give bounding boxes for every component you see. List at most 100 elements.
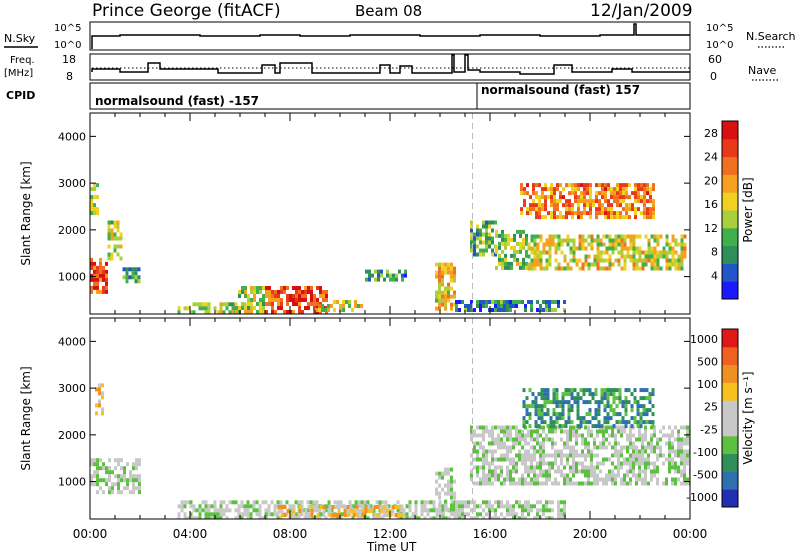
data-cell-power	[380, 269, 383, 274]
data-cell-velocity	[572, 465, 575, 470]
data-cell-power	[467, 304, 470, 308]
data-cell-power	[476, 300, 479, 304]
data-cell-velocity	[339, 516, 343, 519]
data-cell-velocity	[614, 465, 617, 470]
data-cell-velocity	[378, 500, 382, 505]
data-cell-power	[525, 237, 528, 242]
x-axis-label: Time UT	[366, 540, 417, 554]
data-cell-power	[533, 250, 537, 255]
data-cell-velocity	[491, 425, 494, 430]
data-cell-velocity	[555, 396, 559, 401]
data-cell-power	[479, 228, 482, 233]
data-cell-velocity	[668, 449, 671, 454]
data-cell-power	[574, 195, 577, 200]
y-tick-label-power: 2000	[58, 224, 86, 237]
data-cell-velocity	[93, 462, 96, 467]
data-cell-velocity	[566, 433, 569, 438]
data-cell-power	[444, 302, 447, 307]
data-cell-velocity	[570, 396, 574, 401]
data-cell-velocity	[240, 504, 244, 509]
data-cell-velocity	[602, 481, 605, 486]
data-cell-power	[259, 286, 262, 290]
data-cell-velocity	[280, 509, 284, 513]
data-cell-power	[545, 258, 549, 263]
data-cell-power	[637, 207, 640, 212]
data-cell-velocity	[534, 408, 538, 413]
data-cell-velocity	[576, 416, 580, 421]
data-cell-power	[491, 300, 494, 304]
data-cell-power	[623, 234, 627, 239]
data-cell-velocity	[98, 391, 101, 396]
data-cell-power	[556, 207, 559, 212]
data-cell-velocity	[279, 500, 283, 505]
data-cell-velocity	[524, 433, 527, 438]
data-cell-power	[595, 211, 598, 216]
data-cell-velocity	[596, 453, 599, 458]
data-cell-power	[602, 242, 606, 247]
data-cell-velocity	[289, 505, 293, 509]
data-cell-velocity	[512, 425, 515, 430]
data-cell-power	[671, 250, 675, 255]
data-cell-velocity	[479, 425, 482, 430]
data-cell-velocity	[343, 513, 347, 517]
data-cell-velocity	[648, 400, 652, 405]
data-cell-velocity	[494, 500, 497, 505]
data-cell-velocity	[608, 469, 611, 474]
data-cell-power	[596, 266, 600, 271]
data-cell-velocity	[438, 511, 441, 516]
data-cell-velocity	[638, 465, 641, 470]
data-cell-power	[569, 250, 573, 255]
data-cell-power	[671, 234, 675, 239]
data-cell-power	[204, 306, 208, 311]
data-cell-velocity	[533, 457, 536, 462]
data-cell-velocity	[473, 441, 476, 446]
data-cell-velocity	[249, 504, 253, 509]
data-cell-velocity	[458, 500, 461, 505]
data-cell-velocity	[617, 465, 620, 470]
data-cell-power	[601, 183, 604, 188]
data-cell-velocity	[612, 408, 616, 413]
data-cell-power	[438, 298, 441, 303]
data-cell-velocity	[537, 416, 541, 421]
data-cell-velocity	[334, 513, 338, 517]
data-cell-velocity	[624, 420, 628, 425]
data-cell-velocity	[534, 400, 538, 405]
data-cell-power	[107, 228, 111, 233]
data-cell-power	[659, 266, 663, 271]
data-cell-power	[649, 207, 652, 212]
data-cell-power	[201, 302, 205, 307]
data-cell-velocity	[618, 400, 622, 405]
data-cell-power	[610, 211, 613, 216]
data-cell-power	[116, 252, 120, 257]
data-cell-power	[90, 257, 93, 262]
data-cell-power	[634, 199, 637, 204]
data-cell-power	[557, 242, 561, 247]
data-cell-velocity	[624, 404, 628, 409]
data-cell-velocity	[455, 500, 458, 505]
data-cell-power	[310, 294, 313, 298]
data-cell-velocity	[414, 508, 418, 513]
colorbar-swatch-power	[722, 263, 738, 282]
data-cell-velocity	[596, 433, 599, 438]
data-cell-velocity	[479, 445, 482, 450]
data-cell-velocity	[552, 392, 556, 397]
data-cell-velocity	[542, 457, 545, 462]
data-cell-power	[647, 250, 651, 255]
data-cell-velocity	[549, 420, 553, 425]
data-cell-power	[105, 273, 108, 278]
data-cell-power	[677, 262, 681, 267]
data-cell-velocity	[138, 490, 141, 495]
data-cell-velocity	[599, 429, 602, 434]
data-cell-velocity	[587, 477, 590, 482]
data-cell-velocity	[609, 404, 613, 409]
data-cell-velocity	[461, 504, 464, 509]
data-cell-power	[605, 246, 609, 251]
data-cell-velocity	[648, 396, 652, 401]
data-cell-power	[583, 187, 586, 192]
data-cell-power	[523, 199, 526, 204]
data-cell-power	[228, 302, 232, 307]
x-tick-label: 12:00	[373, 527, 408, 541]
data-cell-power	[113, 220, 117, 225]
data-cell-power	[522, 229, 525, 234]
data-cell-power	[470, 224, 473, 229]
